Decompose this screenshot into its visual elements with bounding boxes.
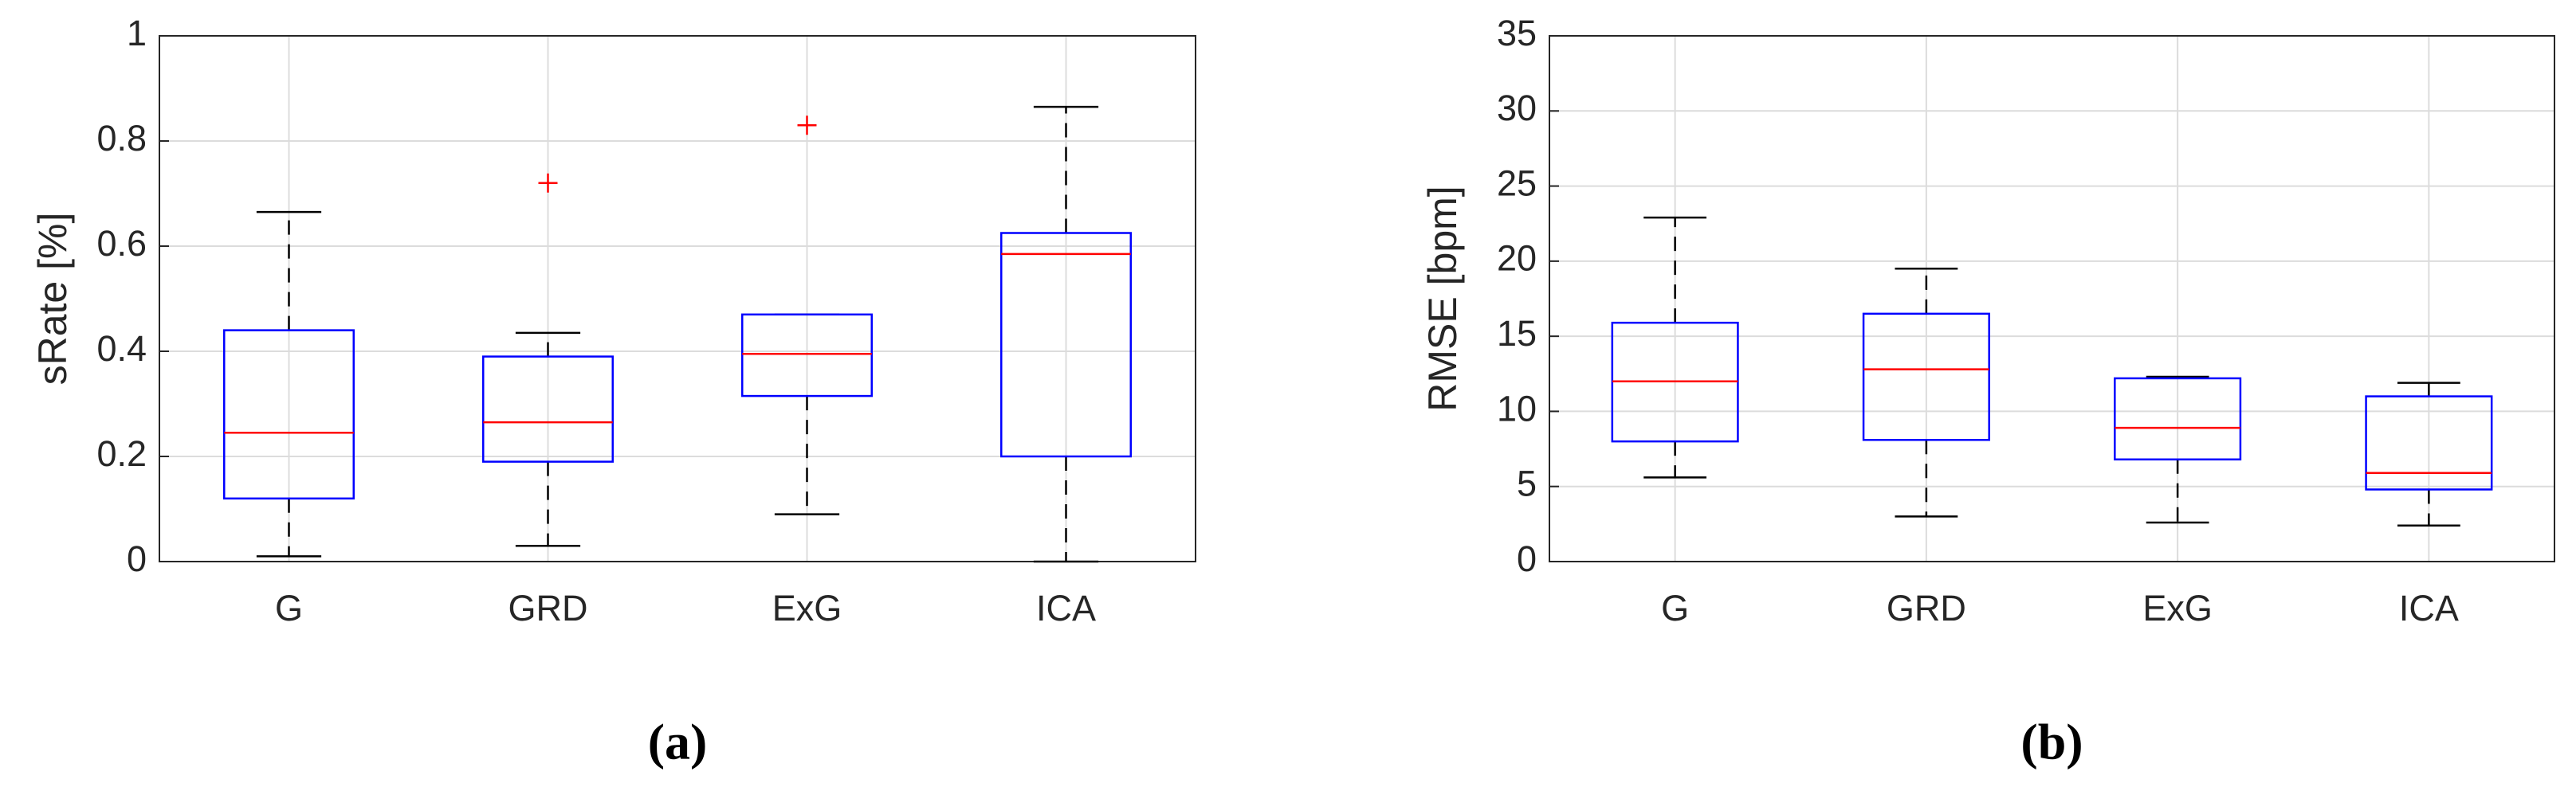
y-tick-label: 35 <box>1497 13 1537 53</box>
y-tick-label: 0 <box>1517 538 1537 579</box>
y-tick-label: 0.8 <box>96 118 147 159</box>
y-tick-label: 30 <box>1497 88 1537 128</box>
box <box>741 313 873 397</box>
y-tick-label: 10 <box>1497 388 1537 429</box>
y-tick-label: 0 <box>127 538 147 579</box>
panel: (b) <box>2020 714 2083 770</box>
box <box>1862 312 1990 441</box>
panel: (a) <box>648 714 708 770</box>
box <box>223 329 355 500</box>
box <box>2365 395 2493 491</box>
box <box>2114 377 2242 461</box>
y-axis-label: sRate [%] <box>30 213 75 386</box>
y-tick-label: 1 <box>127 13 147 53</box>
x-tick-label: ICA <box>2399 588 2459 628</box>
y-tick-label: 20 <box>1497 238 1537 279</box>
axes-frame <box>1549 35 2555 562</box>
x-tick-label: ExG <box>772 588 842 628</box>
y-tick-label: 0.2 <box>96 433 147 474</box>
x-tick-label: G <box>275 588 303 628</box>
x-tick-label: GRD <box>509 588 588 628</box>
plot-area <box>159 36 1196 562</box>
y-tick-label: 5 <box>1517 464 1537 504</box>
x-tick-label: ICA <box>1036 588 1096 628</box>
y-tick-label: 0.4 <box>96 328 147 369</box>
y-tick-label: 0.6 <box>96 223 147 264</box>
x-tick-label: GRD <box>1887 588 1966 628</box>
box <box>482 355 614 463</box>
axes-frame <box>159 35 1196 562</box>
plot-area <box>1549 36 2554 562</box>
y-axis-label: RMSE [bpm] <box>1420 186 1465 411</box>
box <box>1000 232 1132 458</box>
outlier <box>797 116 817 135</box>
y-tick-label: 15 <box>1497 313 1537 354</box>
y-tick-label: 25 <box>1497 162 1537 203</box>
outlier <box>538 173 558 193</box>
x-tick-label: G <box>1661 588 1689 628</box>
x-tick-label: ExG <box>2142 588 2213 628</box>
